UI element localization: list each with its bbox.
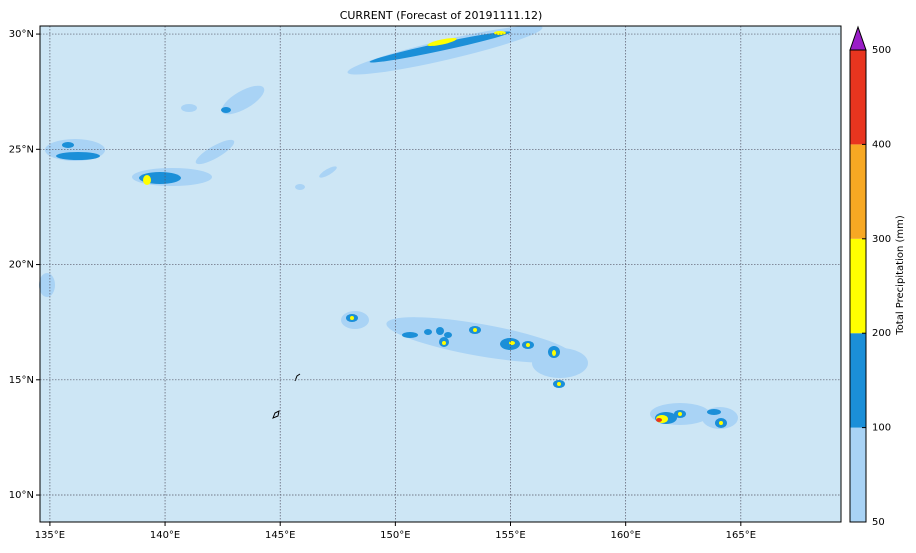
x-tick-label: 135°E [35,530,65,541]
island [272,410,280,419]
colorbar-tick-label: 300 [872,234,891,245]
colorbar-segment [850,144,866,239]
colorbar-frame [849,49,867,523]
colorbar-extend [849,25,867,51]
y-tick-label: 20°N [9,260,34,271]
x-tick-label: 150°E [380,530,410,541]
map-background [40,26,841,522]
colorbar-segment [850,238,866,334]
colorbar: 50 100 200 300 400 500 [849,25,891,528]
x-tick-label: 165°E [726,530,756,541]
colorbar-segment [850,50,866,145]
colorbar-label: Total Precipitation (mm) [895,215,906,336]
map-frame [39,25,842,523]
colorbar-tick-label: 50 [872,517,885,528]
colorbar-tick-label: 500 [872,45,891,56]
x-tick-label: 145°E [265,530,295,541]
y-tick-label: 10°N [9,490,34,501]
x-tick-label: 140°E [150,530,180,541]
colorbar-tick-label: 200 [872,328,891,339]
precipitation-field [39,25,738,429]
island [294,373,301,382]
map-title: CURRENT (Forecast of 20191111.12) [340,9,543,22]
y-tick-label: 30°N [9,29,34,40]
grid [40,26,841,522]
x-tick-label: 160°E [610,530,640,541]
y-tick-label: 25°N [9,144,34,155]
colorbar-segment [850,427,866,522]
colorbar-segment [850,333,866,428]
colorbar-tick-label: 400 [872,139,891,150]
x-tick-label: 155°E [495,530,525,541]
colorbar-tick-label: 100 [872,423,891,434]
y-tick-label: 15°N [9,375,34,386]
